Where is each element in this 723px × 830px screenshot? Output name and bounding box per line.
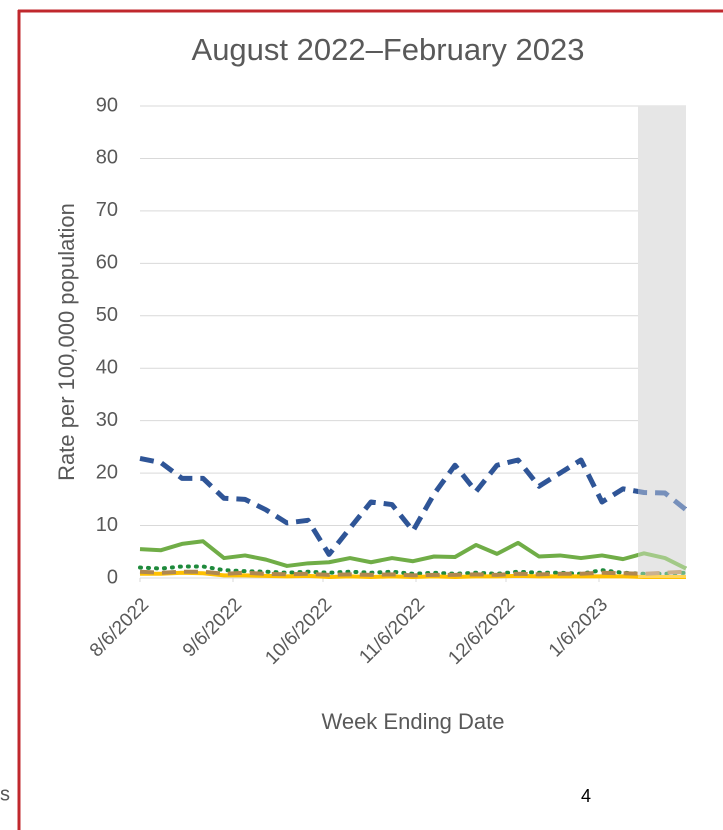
y-tick-label: 20: [96, 461, 118, 483]
y-tick-label: 0: [107, 566, 118, 588]
x-tick-label: 8/6/2022: [86, 594, 153, 661]
y-axis-label: Rate per 100,000 population: [54, 203, 79, 481]
x-tick-label: 9/6/2022: [179, 594, 246, 661]
series-line: [139, 539, 687, 571]
x-tick-label: 12/6/2022: [444, 594, 519, 669]
y-tick-label: 50: [96, 304, 118, 326]
shaded-region: [638, 106, 686, 578]
shaded-overlay: [638, 106, 686, 578]
x-axis-label: Week Ending Date: [321, 709, 504, 734]
y-tick-label: 80: [96, 147, 118, 169]
y-tick-label: 90: [96, 94, 118, 116]
y-tick-label: 70: [96, 199, 118, 221]
series-line: [139, 569, 687, 578]
chart-title: August 2022–February 2023: [192, 32, 585, 67]
page-number: 4: [581, 786, 591, 806]
x-tick-label: 10/6/2022: [261, 594, 336, 669]
y-tick-label: 10: [96, 514, 118, 536]
y-tick-label: 60: [96, 252, 118, 274]
text-fragment: s: [0, 783, 10, 805]
x-tick-label: 11/6/2022: [355, 594, 429, 668]
y-tick-label: 30: [96, 409, 118, 431]
x-tick-label: 1/6/2023: [545, 594, 612, 661]
y-tick-label: 40: [96, 357, 118, 379]
